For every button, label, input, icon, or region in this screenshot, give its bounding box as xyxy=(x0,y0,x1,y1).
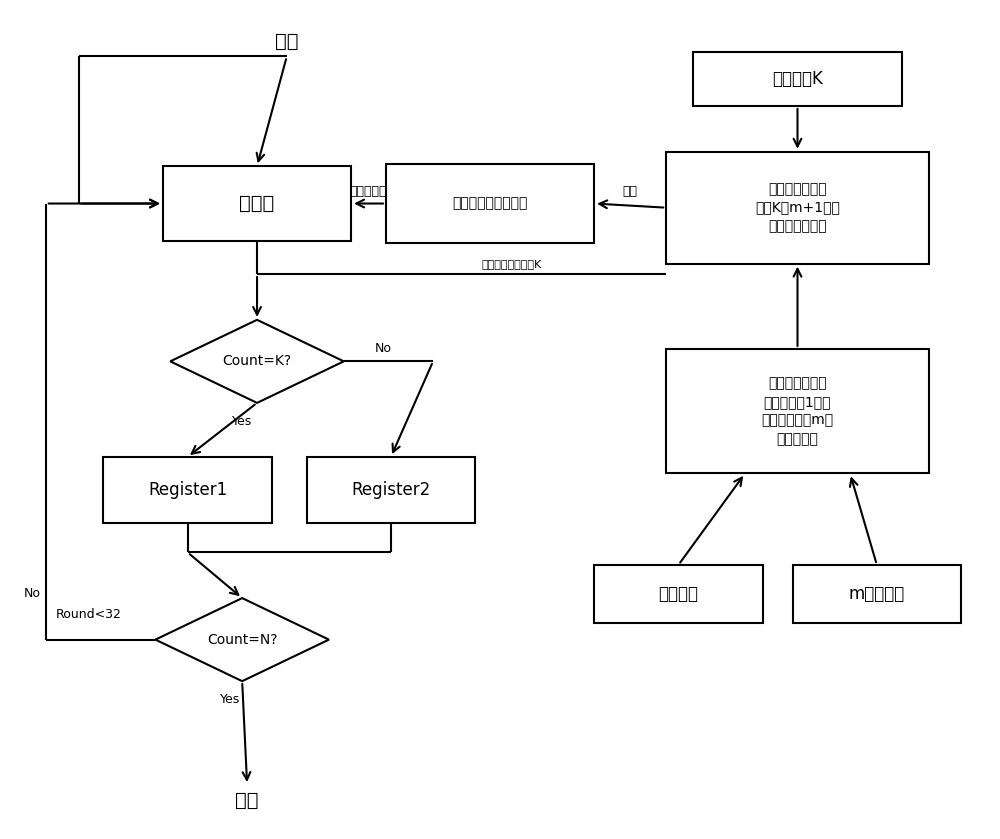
Text: No: No xyxy=(375,342,392,356)
Polygon shape xyxy=(170,320,344,403)
FancyBboxPatch shape xyxy=(793,565,961,623)
FancyBboxPatch shape xyxy=(594,565,763,623)
Text: 随机生成K: 随机生成K xyxy=(772,70,823,88)
Text: 传递真实密钥位置K: 传递真实密钥位置K xyxy=(481,259,541,269)
FancyBboxPatch shape xyxy=(307,457,475,524)
Text: 记录真实密钥的
位置K和m+1个乱
序的真假轮密钥: 记录真实密钥的 位置K和m+1个乱 序的真假轮密钥 xyxy=(755,182,840,233)
Text: Register2: Register2 xyxy=(351,481,431,499)
Text: Yes: Yes xyxy=(220,693,240,706)
FancyBboxPatch shape xyxy=(386,164,594,243)
Text: Yes: Yes xyxy=(232,414,252,428)
Text: 周期轮密钥生成电路: 周期轮密钥生成电路 xyxy=(452,196,528,211)
Text: m个伪密钥: m个伪密钥 xyxy=(849,585,905,603)
Text: 明文: 明文 xyxy=(275,32,299,51)
Text: 密钥: 密钥 xyxy=(623,185,638,198)
Text: Round<32: Round<32 xyxy=(56,608,122,621)
Text: 轮函数: 轮函数 xyxy=(239,194,275,213)
Text: No: No xyxy=(24,587,41,601)
Text: Count=K?: Count=K? xyxy=(222,354,292,368)
FancyBboxPatch shape xyxy=(163,166,351,241)
Text: Count=N?: Count=N? xyxy=(207,633,277,647)
FancyBboxPatch shape xyxy=(693,52,902,106)
Text: 传递轮密钥: 传递轮密钥 xyxy=(350,185,387,198)
Text: 对数洗牌法打乱
顺序（需要1个时
钟周期和一个m比
特随机数）: 对数洗牌法打乱 顺序（需要1个时 钟周期和一个m比 特随机数） xyxy=(761,377,834,446)
Polygon shape xyxy=(155,598,329,681)
Text: 密文: 密文 xyxy=(235,790,259,810)
FancyBboxPatch shape xyxy=(666,152,929,263)
Text: 真实密钥: 真实密钥 xyxy=(659,585,699,603)
FancyBboxPatch shape xyxy=(666,349,929,473)
FancyBboxPatch shape xyxy=(103,457,272,524)
Text: Register1: Register1 xyxy=(148,481,227,499)
